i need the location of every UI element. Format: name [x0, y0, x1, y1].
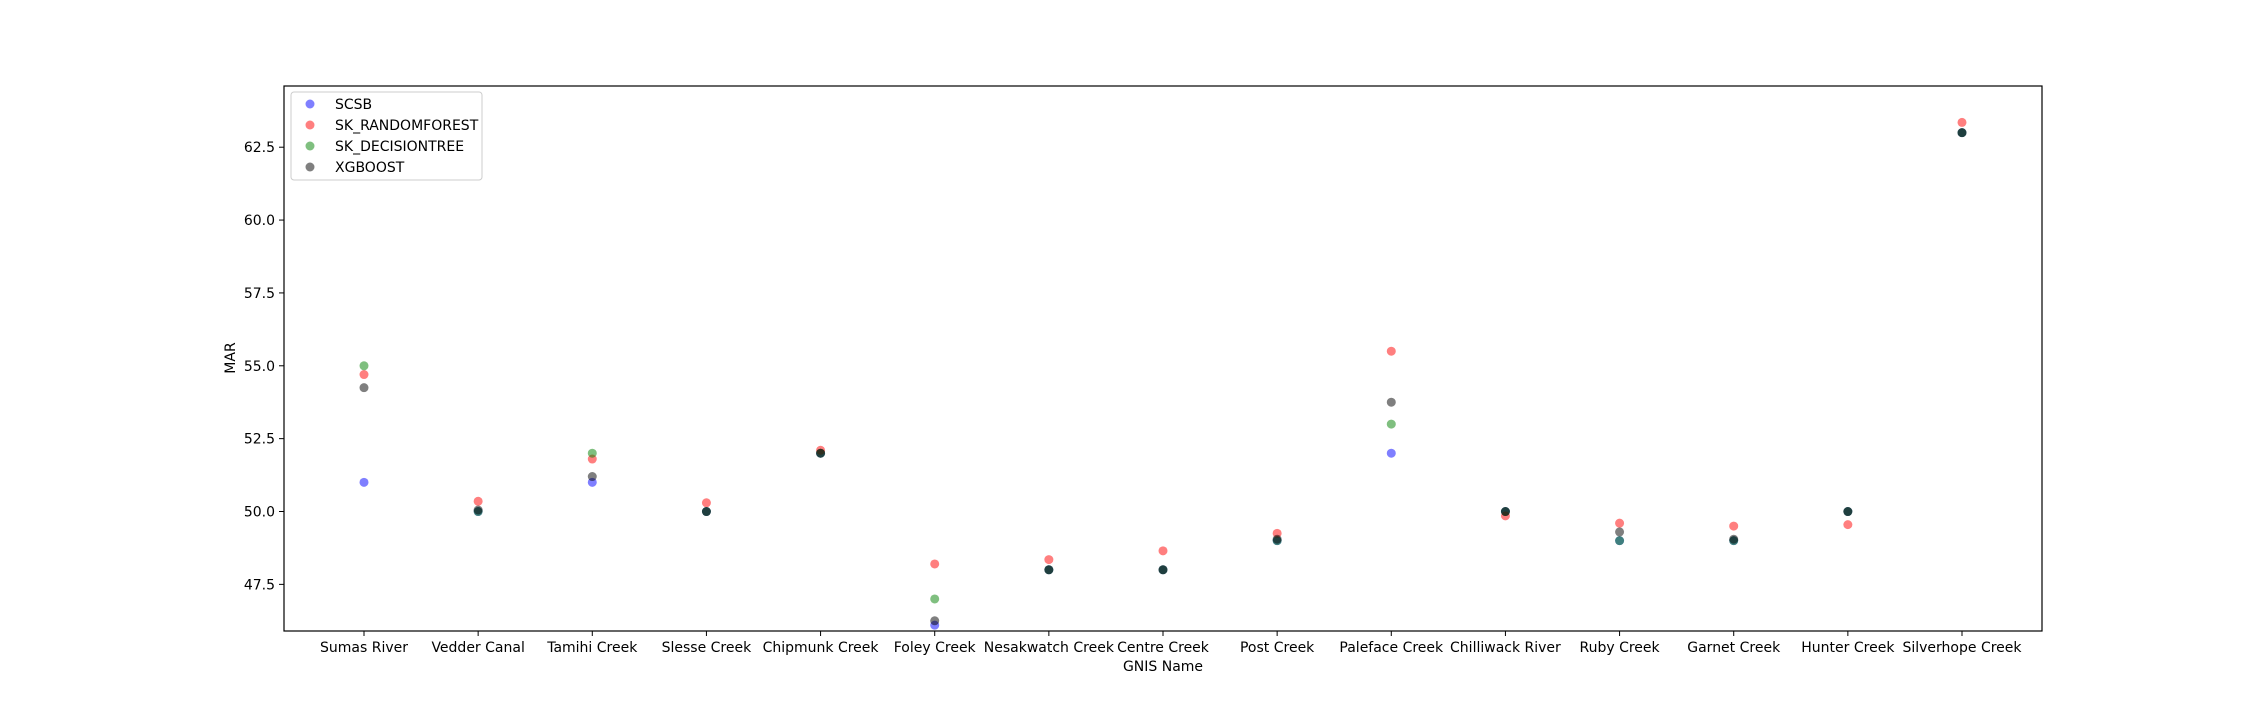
point-series-1-cat-9: [1386, 346, 1396, 356]
legend-box: [290, 91, 483, 181]
x-tick-label: Chilliwack River: [1450, 640, 1561, 656]
legend-label-2: SK_DECISIONTREE: [335, 139, 464, 155]
point-series-1-cat-1: [473, 496, 483, 506]
point-series-3-cat-2: [587, 472, 597, 482]
point-series-3-cat-6: [1044, 565, 1054, 575]
point-series-3-cat-13: [1843, 507, 1853, 517]
legend-marker-3: [305, 162, 315, 172]
point-series-1-cat-13: [1843, 520, 1853, 530]
x-ticks: Sumas River Vedder Canal Tamihi Creek Sless…: [320, 631, 2022, 656]
point-series-2-cat-0: [359, 361, 369, 371]
x-tick-label: Chipmunk Creek: [763, 640, 880, 656]
point-series-3-cat-7: [1158, 565, 1168, 575]
point-series-1-cat-12: [1729, 521, 1739, 531]
plot-area: [284, 86, 2042, 631]
x-tick-label: Vedder Canal: [431, 640, 524, 656]
point-series-1-cat-6: [1044, 555, 1054, 565]
point-series-3-cat-14: [1957, 128, 1967, 138]
x-tick-label: Centre Creek: [1117, 640, 1210, 656]
legend-label-3: XGBOOST: [335, 160, 405, 176]
point-series-3-cat-3: [701, 507, 711, 517]
legend-label-0: SCSB: [335, 97, 372, 113]
point-series-3-cat-5: [930, 616, 940, 626]
y-tick-label: 60.0: [244, 213, 275, 229]
x-tick-label: Paleface Creek: [1339, 640, 1444, 656]
x-axis-label: GNIS Name: [1123, 659, 1203, 675]
legend-items: SCSB SK_RANDOMFOREST SK_DECISIONTREE XGBOOS…: [305, 97, 479, 176]
point-series-3-cat-8: [1272, 534, 1282, 544]
y-tick-label: 50.0: [244, 505, 275, 521]
y-tick-label: 52.5: [244, 432, 275, 448]
y-tick-label: 55.0: [244, 359, 275, 375]
x-tick-label: Slesse Creek: [662, 640, 752, 656]
point-series-1-cat-3: [701, 498, 711, 508]
x-tick-label: Ruby Creek: [1579, 640, 1660, 656]
point-series-3-cat-12: [1729, 534, 1739, 544]
point-series-3-cat-4: [816, 448, 826, 458]
point-series-1-cat-7: [1158, 546, 1168, 556]
x-tick-label: Tamihi Creek: [546, 640, 638, 656]
x-tick-label: Silverhope Creek: [1902, 640, 2022, 656]
legend: SCSB SK_RANDOMFOREST SK_DECISIONTREE XGBOOS…: [290, 91, 483, 181]
point-series-3-cat-0: [359, 383, 369, 393]
point-series-1-cat-11: [1615, 518, 1625, 528]
point-series-2-cat-9: [1386, 419, 1396, 429]
y-axis-label: MAR: [223, 342, 239, 374]
x-tick-label: Post Creek: [1240, 640, 1315, 656]
point-series-2-cat-2: [587, 448, 597, 458]
x-tick-label: Hunter Creek: [1801, 640, 1895, 656]
point-series-2-cat-11: [1615, 536, 1625, 546]
y-tick-label: 57.5: [244, 286, 275, 302]
point-series-3-cat-11: [1615, 527, 1625, 537]
x-tick-label: Foley Creek: [894, 640, 977, 656]
point-series-3-cat-1: [473, 505, 483, 515]
x-tick-label: Garnet Creek: [1687, 640, 1781, 656]
points-layer: [359, 117, 1967, 630]
legend-marker-1: [305, 120, 315, 130]
x-tick-label: Nesakwatch Creek: [984, 640, 1115, 656]
point-series-1-cat-0: [359, 370, 369, 380]
point-series-2-cat-5: [930, 594, 940, 604]
point-series-1-cat-14: [1957, 117, 1967, 127]
y-tick-label: 47.5: [244, 577, 275, 593]
point-series-0-cat-9: [1386, 448, 1396, 458]
point-series-1-cat-5: [930, 559, 940, 569]
y-ticks: 47.5 50.0 52.5 55.0 57.5 60.0 62.5: [244, 140, 284, 593]
x-tick-label: Sumas River: [320, 640, 408, 656]
legend-marker-0: [305, 99, 315, 109]
legend-marker-2: [305, 141, 315, 151]
legend-label-1: SK_RANDOMFOREST: [335, 118, 479, 134]
point-series-3-cat-10: [1500, 507, 1510, 517]
point-series-0-cat-0: [359, 477, 369, 487]
y-tick-label: 62.5: [244, 140, 275, 156]
point-series-3-cat-9: [1386, 397, 1396, 407]
